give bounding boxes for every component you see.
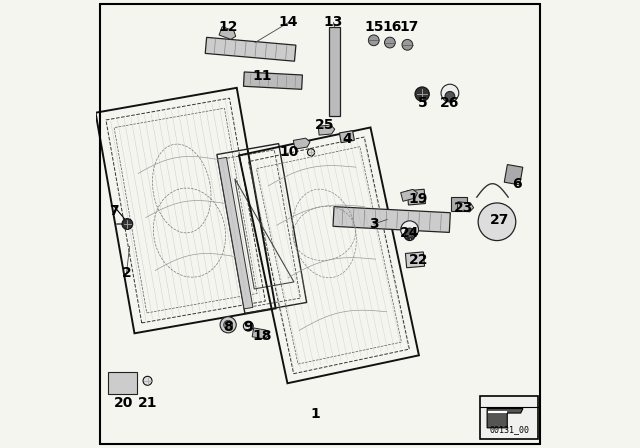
Text: 20: 20 [114,396,134,410]
Circle shape [478,203,516,241]
Text: 16: 16 [382,20,401,34]
Text: 19: 19 [409,192,428,207]
Text: 2: 2 [122,266,131,280]
Text: 23: 23 [454,201,473,215]
Text: 22: 22 [409,253,428,267]
Polygon shape [108,372,138,394]
Circle shape [402,39,413,50]
Text: 21: 21 [138,396,157,410]
Text: 5: 5 [418,96,428,110]
Circle shape [441,84,459,102]
Polygon shape [405,252,424,268]
Text: 17: 17 [400,20,419,34]
Circle shape [307,149,315,156]
Text: 13: 13 [324,15,343,30]
Polygon shape [339,131,355,142]
Polygon shape [407,189,426,205]
Polygon shape [401,190,417,201]
Circle shape [445,91,455,101]
Text: 12: 12 [218,20,238,34]
Circle shape [220,317,236,333]
Polygon shape [252,328,269,339]
Text: 4: 4 [342,132,352,146]
Circle shape [401,221,419,239]
Polygon shape [504,164,523,185]
Circle shape [404,228,415,238]
Text: 24: 24 [400,226,419,240]
Polygon shape [205,37,296,61]
Circle shape [385,37,396,48]
Polygon shape [457,202,474,212]
Text: 26: 26 [440,96,460,110]
Circle shape [143,376,152,385]
Text: 15: 15 [364,20,383,34]
Bar [481,396,538,439]
Text: 10: 10 [279,145,298,159]
Polygon shape [219,26,236,39]
Text: 00131_00: 00131_00 [489,426,529,435]
Circle shape [415,87,429,101]
Polygon shape [451,197,467,211]
Text: 11: 11 [252,69,271,83]
Text: 1: 1 [310,407,321,422]
Circle shape [126,379,133,387]
Circle shape [113,379,120,387]
Polygon shape [333,207,451,233]
Circle shape [224,320,233,329]
Text: 3: 3 [369,217,379,231]
Text: 25: 25 [315,118,334,133]
Text: 27: 27 [490,212,509,227]
Polygon shape [243,72,303,89]
Circle shape [122,219,132,229]
Text: 8: 8 [223,320,233,334]
Text: 9: 9 [243,320,253,334]
Text: 7: 7 [109,203,119,218]
Polygon shape [318,125,335,135]
Circle shape [404,230,415,241]
Polygon shape [330,27,340,116]
Text: 6: 6 [512,177,522,191]
Polygon shape [218,157,253,309]
Text: 14: 14 [279,15,298,30]
Circle shape [243,321,253,331]
Circle shape [369,35,379,46]
Polygon shape [487,409,523,428]
Text: 18: 18 [252,329,271,343]
Polygon shape [293,138,310,149]
Circle shape [492,216,502,227]
